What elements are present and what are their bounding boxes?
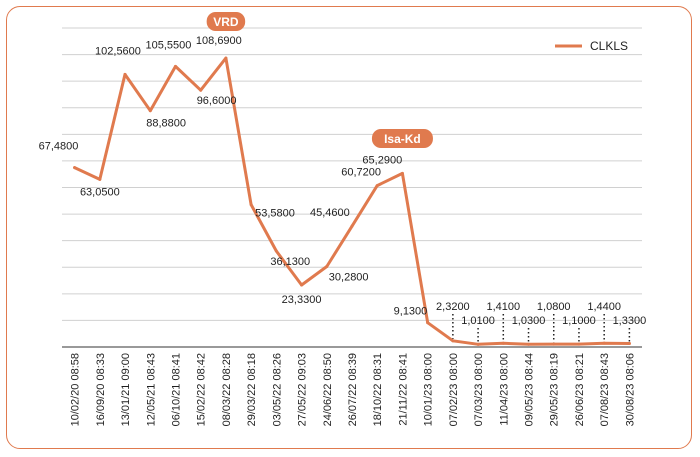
data-label: 105,5500 — [145, 39, 191, 51]
x-tick-label: 10/02/20 08:58 — [70, 353, 82, 426]
data-label: 102,5600 — [95, 45, 141, 57]
data-point — [123, 72, 127, 76]
data-point — [476, 342, 480, 346]
data-label: 1,4400 — [587, 301, 621, 313]
x-tick-label: 29/03/22 08:18 — [246, 353, 258, 426]
x-tick-label: 08/03/22 08:28 — [221, 353, 233, 426]
data-label: 67,4800 — [39, 141, 79, 153]
x-tick-label: 26/07/22 08:39 — [347, 353, 359, 426]
x-tick-label: 13/01/21 09:00 — [120, 353, 132, 426]
data-label: 1,0100 — [461, 315, 495, 327]
x-tick-label: 29/05/23 08:19 — [549, 353, 561, 426]
x-tick-label: 07/03/23 08:00 — [473, 353, 485, 426]
annotation-badge — [206, 12, 246, 31]
data-label: 1,1000 — [562, 315, 596, 327]
data-label: 1,0300 — [512, 315, 546, 327]
data-point — [224, 56, 228, 60]
data-label: 45,4600 — [310, 207, 350, 219]
x-tick-label: 26/06/23 08:21 — [574, 353, 586, 426]
data-point — [274, 249, 278, 253]
data-point — [98, 177, 102, 181]
data-point — [527, 342, 531, 346]
x-tick-label: 30/08/23 08:06 — [624, 353, 636, 426]
data-point — [426, 321, 430, 325]
x-tick-label: 07/02/23 08:00 — [448, 353, 460, 426]
data-label: 1,4100 — [486, 301, 520, 313]
data-point — [577, 342, 581, 346]
data-point — [400, 171, 404, 175]
data-point — [325, 265, 329, 269]
annotation-label: VRD — [213, 15, 239, 29]
x-tick-label: 12/05/21 08:43 — [145, 353, 157, 426]
data-label: 1,0800 — [537, 301, 571, 313]
chart-frame — [6, 6, 692, 449]
data-point — [552, 342, 556, 346]
data-point — [300, 283, 304, 287]
data-label: 65,2900 — [362, 154, 402, 166]
x-tick-label: 15/02/22 08:42 — [196, 353, 208, 426]
x-tick-label: 06/10/21 08:41 — [170, 353, 182, 426]
x-tick-label: 11/04/23 08:00 — [498, 353, 510, 426]
x-tick-label: 21/11/22 08:41 — [397, 353, 409, 426]
x-tick-label: 16/09/20 08:33 — [95, 353, 107, 426]
data-point — [350, 224, 354, 228]
annotation-label: Isa-Kd — [384, 132, 421, 146]
data-point — [73, 166, 77, 170]
data-point — [375, 184, 379, 188]
data-point — [249, 203, 253, 207]
data-label: 63,0500 — [80, 186, 120, 198]
data-label: 96,6000 — [197, 95, 237, 107]
data-label: 53,5800 — [255, 208, 295, 220]
data-label: 2,3200 — [436, 301, 470, 313]
data-label: 88,8800 — [146, 118, 186, 130]
data-point — [148, 109, 152, 113]
x-tick-label: 10/01/23 08:00 — [423, 353, 435, 426]
data-label: 1,3300 — [613, 315, 647, 327]
data-point — [501, 341, 505, 345]
data-label: 60,7200 — [341, 167, 381, 179]
data-point — [602, 341, 606, 345]
data-label: 9,1300 — [394, 306, 428, 318]
data-label: 30,2800 — [329, 272, 369, 284]
x-tick-label: 03/05/22 08:26 — [271, 353, 283, 426]
data-point — [627, 341, 631, 345]
data-point — [199, 88, 203, 92]
x-tick-label: 18/10/22 08:31 — [372, 353, 384, 426]
annotation-badge — [371, 129, 433, 148]
x-tick-label: 09/05/23 08:44 — [524, 353, 536, 426]
data-point — [451, 339, 455, 343]
x-tick-label: 27/05/22 09:03 — [297, 353, 309, 426]
data-label: 108,6900 — [196, 35, 242, 47]
data-label: 23,3300 — [282, 294, 322, 306]
data-label: 36,1300 — [270, 256, 310, 268]
x-tick-label: 07/08/23 08:43 — [599, 353, 611, 426]
data-point — [173, 64, 177, 68]
legend-label: CLKLS — [590, 39, 628, 53]
x-tick-label: 24/06/22 08:50 — [322, 353, 334, 426]
